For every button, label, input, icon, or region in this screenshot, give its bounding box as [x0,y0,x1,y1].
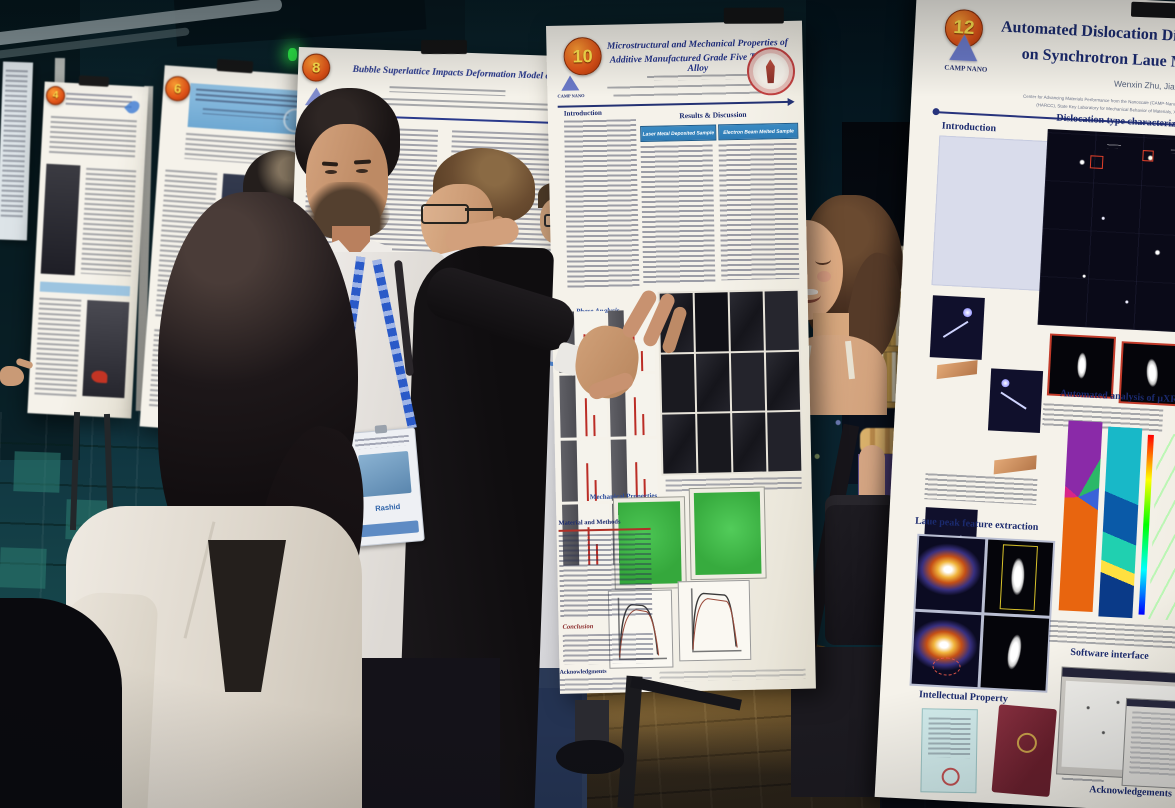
woman2-smile [795,287,821,303]
poster-12-section-intellectual-property: Intellectual Property [918,689,1009,705]
red-roi-box [1089,154,1104,169]
glasses-icon [421,204,469,224]
poster-8-number-badge: 8 [301,53,331,83]
laue-binary-d [979,614,1050,691]
poster-12-schematic-caption [924,473,1038,505]
black-shoe [556,740,624,774]
camp-nano-wordmark: CAMP NANO [944,63,988,74]
badge-clip-icon [374,424,388,434]
poster-12-section-software-interface: Software interface [1070,646,1150,663]
badge-footer-band [360,520,420,538]
woman2-cheek [817,271,831,282]
poster-12-schematic-figure [922,295,1053,645]
poster-12-section-dislocation-type: Dislocation type characterization [1056,112,1175,131]
poster-12-laue-feature-grid [909,533,1056,693]
binder-clip-icon [420,40,467,55]
poster-10: 10 Microstructural and Mechanical Proper… [546,7,816,694]
floor-tile-light [13,451,61,493]
binder-clip-icon [78,75,110,87]
software-screenshot-window2 [1121,697,1175,790]
badge-photo [358,450,412,498]
stress-strain-plot-a [607,589,674,669]
laue-heatmap-a [915,535,985,612]
red-roi-box [1142,149,1154,162]
orientation-map-figure [1056,416,1175,625]
certificate-cyan [920,708,978,794]
pattern-index-label [1170,149,1175,154]
foreground-silhouette [0,598,122,808]
woman2-teeth [799,289,818,295]
poster-4-text [48,115,137,161]
ebsd-map-a [1058,420,1103,613]
seal-icon [941,767,960,786]
poster-10-author-line [647,73,748,81]
badge-name: Rashid [374,501,401,513]
glasses-temple [465,208,493,211]
binder-clip-icon [723,7,784,24]
stress-strain-plot-b [677,579,752,662]
presenter-eye [325,170,337,174]
poster-12-figure4-caption [1048,619,1175,650]
poster-10-number-badge: 10 [563,36,603,76]
binder-clip-icon [216,58,254,74]
poster-number: 8 [311,58,321,77]
gold-emblem-icon [1016,732,1038,754]
presenter-eye [356,169,368,173]
sample-label-ebm: Electron Beam Melted Sample [718,122,799,141]
laue-closeup-c [1048,335,1114,397]
poster-4-number-badge: 4 [45,85,66,106]
divider-dot-icon [932,107,940,116]
rule-arrow-icon [787,97,795,106]
poster-12: 12 Automated Dislocation Distribution An… [874,0,1175,808]
camp-nano-pyramid-icon [949,33,979,62]
laue-pattern-image [1037,129,1175,336]
poster-number: 10 [572,45,593,66]
poster-12-intro-text [931,135,1058,292]
poster-12-section-introduction: Introduction [941,120,997,135]
certificate-red-book [991,704,1057,798]
laue-binary-b [983,539,1054,616]
pattern-index-label [1106,143,1122,149]
poster-10-results-col2 [718,142,800,281]
pointing-hand [0,357,34,388]
binder-clip-icon [1130,1,1175,19]
university-seal-icon [746,46,796,96]
laue-heatmap-c [911,611,981,688]
poster-number: 6 [173,80,182,97]
poster-4-title-lines [65,92,133,111]
poster-6-number-badge: 6 [164,75,192,103]
green-lamp-icon [288,48,297,61]
ebsd-map-b [1098,426,1143,619]
floor-tile-light [0,547,47,589]
poster-number: 4 [52,89,59,102]
